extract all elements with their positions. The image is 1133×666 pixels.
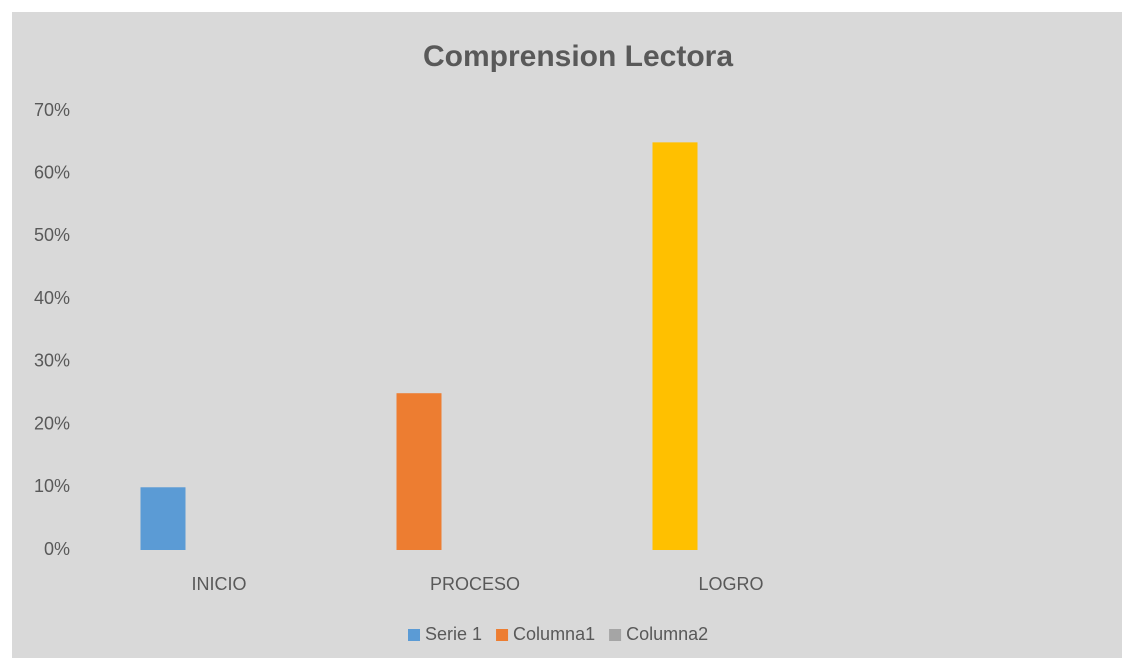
- x-tick-label: PROCESO: [430, 574, 520, 594]
- y-tick-label: 60%: [34, 162, 70, 182]
- legend-swatch: [609, 629, 622, 641]
- x-tick-label: LOGRO: [698, 574, 763, 594]
- y-tick-label: 30%: [34, 351, 70, 371]
- bar: [652, 142, 698, 550]
- chart-title: Comprension Lectora: [423, 40, 733, 73]
- legend-swatch: [408, 629, 420, 641]
- chart-area: [12, 12, 1122, 658]
- bar: [140, 487, 186, 550]
- y-tick-label: 20%: [34, 413, 70, 433]
- legend-swatch: [496, 629, 509, 641]
- legend-label: Columna2: [626, 624, 708, 644]
- legend-label: Columna1: [513, 624, 595, 644]
- y-tick-label: 50%: [34, 225, 70, 245]
- y-tick-label: 70%: [34, 100, 70, 120]
- y-tick-label: 40%: [34, 288, 70, 308]
- legend-label: Serie 1: [425, 624, 482, 644]
- y-tick-label: 0%: [44, 539, 70, 559]
- bar: [396, 393, 442, 550]
- y-tick-label: 10%: [34, 476, 70, 496]
- x-tick-label: INICIO: [191, 574, 246, 594]
